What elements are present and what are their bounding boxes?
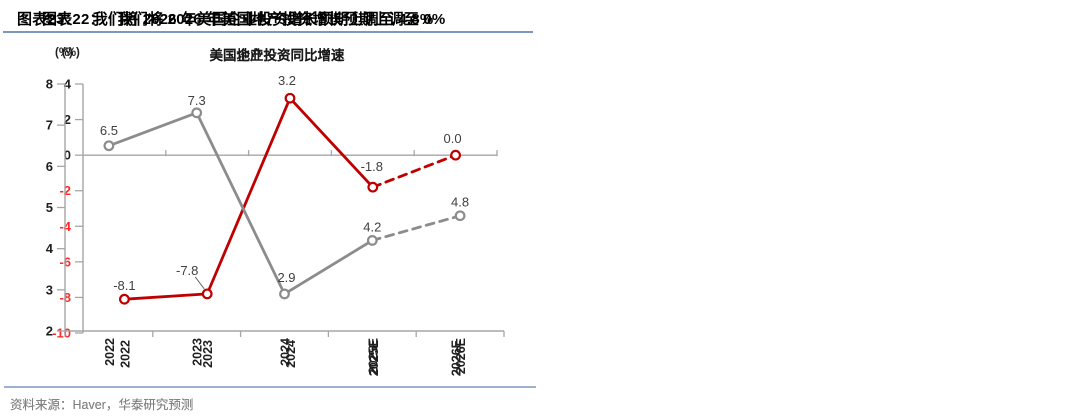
source-note: 资料来源：Haver，华泰研究预测 bbox=[10, 398, 194, 412]
figure-caption: 图表22： 我们将 2026 年美国地产投资增长预期上调至 0% bbox=[42, 8, 445, 29]
source-divider bbox=[8, 386, 534, 388]
svg-text:-10: -10 bbox=[52, 326, 71, 341]
svg-text:7.3: 7.3 bbox=[188, 93, 206, 108]
figure-caption-title: 我们将 2026 年美国地产投资增长预期上调至 0% bbox=[117, 11, 446, 28]
svg-text:-7.8: -7.8 bbox=[176, 263, 198, 278]
svg-text:2022: 2022 bbox=[118, 340, 132, 368]
svg-text:4.8: 4.8 bbox=[451, 195, 469, 210]
svg-text:2024: 2024 bbox=[279, 338, 293, 366]
svg-text:-1.8: -1.8 bbox=[361, 159, 383, 174]
chart-title: 美国地产投资同比增速 bbox=[209, 48, 345, 63]
svg-text:2026E: 2026E bbox=[454, 338, 468, 374]
source-note: 资料来源：Haver，华泰研究预测 bbox=[10, 398, 194, 412]
svg-text:2022: 2022 bbox=[103, 338, 117, 366]
svg-text:2: 2 bbox=[64, 112, 71, 127]
business-investment-line-chart: 2 3 4 5 6 7 8 6.5 7.3 2.9 4.2 4.8 2022 2023 2024 2025E 2… bbox=[46, 77, 505, 374]
svg-text:4.2: 4.2 bbox=[363, 219, 381, 234]
svg-text:4: 4 bbox=[64, 77, 72, 92]
svg-text:2025E: 2025E bbox=[367, 340, 381, 376]
y-axis-unit-label: (%) bbox=[55, 47, 73, 59]
svg-text:2.9: 2.9 bbox=[277, 270, 295, 285]
svg-text:7: 7 bbox=[46, 118, 53, 133]
chart-title: 美国企业投资同比增速 bbox=[209, 48, 345, 63]
svg-text:8: 8 bbox=[46, 77, 53, 92]
figure-caption: 图表23： 我们将 2026 年美国企业投资增长预期上调至 4.8% bbox=[17, 8, 433, 29]
svg-text:2025E: 2025E bbox=[366, 338, 380, 374]
svg-text:2023: 2023 bbox=[191, 338, 205, 366]
svg-text:0.0: 0.0 bbox=[444, 131, 462, 146]
figure-caption-title: 我们将 2026 年美国企业投资增长预期上调至 4.8% bbox=[92, 11, 434, 28]
svg-text:0: 0 bbox=[64, 148, 71, 163]
svg-text:4: 4 bbox=[46, 241, 54, 256]
svg-text:3: 3 bbox=[46, 282, 53, 297]
svg-text:3.2: 3.2 bbox=[278, 73, 296, 88]
caption-underline bbox=[7, 31, 533, 33]
svg-text:6: 6 bbox=[46, 159, 53, 174]
figure-caption-label: 图表22： bbox=[42, 11, 105, 28]
y-axis-unit-label: (%) bbox=[62, 47, 80, 59]
figure-caption-label: 图表23： bbox=[17, 11, 80, 28]
svg-text:2026E: 2026E bbox=[450, 340, 464, 376]
svg-text:2: 2 bbox=[46, 324, 53, 339]
svg-text:2024: 2024 bbox=[284, 340, 298, 368]
real-estate-investment-line-chart: -10-8-6-4-2024-8.1-7.83.2-1.80.020222023… bbox=[52, 73, 498, 376]
figure-23-panel: 图表23： 我们将 2026 年美国企业投资增长预期上调至 4.8% (%) 美国… bbox=[7, 8, 534, 412]
svg-text:5: 5 bbox=[46, 200, 53, 215]
svg-text:2023: 2023 bbox=[201, 340, 215, 368]
svg-text:6.5: 6.5 bbox=[100, 123, 118, 138]
svg-text:-8.1: -8.1 bbox=[113, 278, 135, 293]
